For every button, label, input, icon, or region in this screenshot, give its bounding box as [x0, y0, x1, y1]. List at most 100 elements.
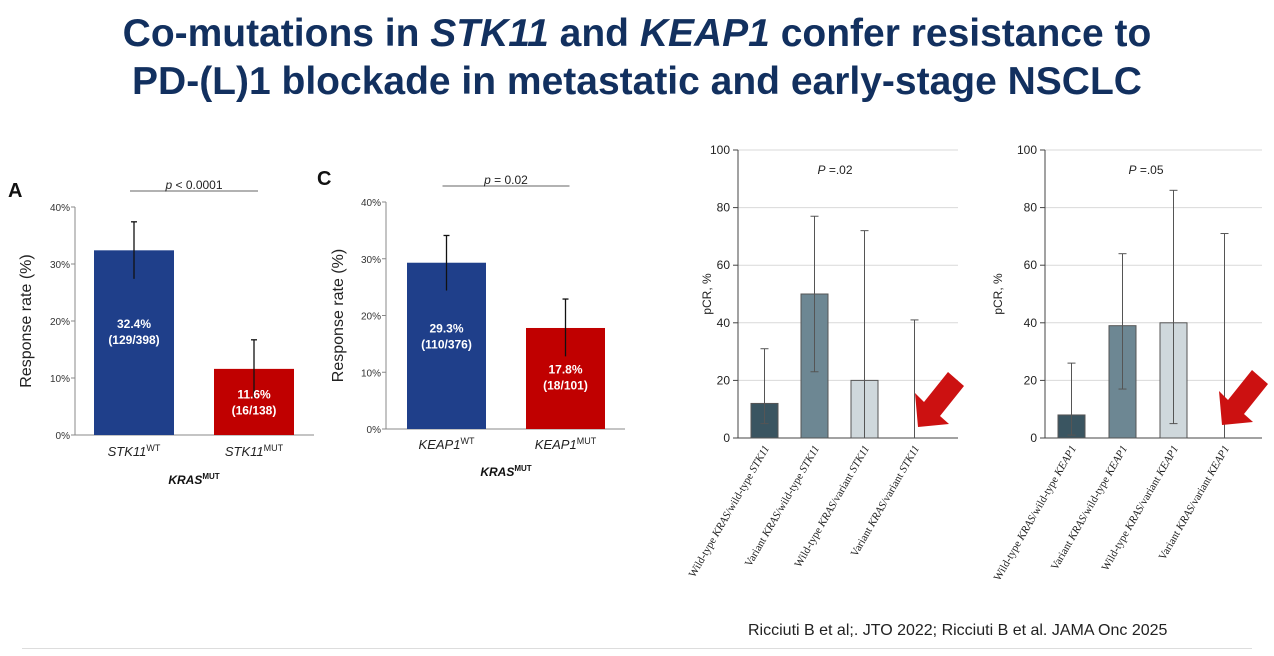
- gene-name: KEAP1: [535, 437, 577, 452]
- y-tick-label: 60: [717, 258, 731, 272]
- title-gene-keap1: KEAP1: [639, 12, 770, 55]
- x-axis-label-base: KRAS: [480, 465, 514, 479]
- p-symbol: p: [483, 173, 491, 187]
- gene-status-superscript: MUT: [264, 443, 284, 453]
- label-gene: STK11: [797, 444, 822, 475]
- y-tick-label: 0%: [56, 431, 71, 442]
- label-gene: STK11: [847, 444, 872, 475]
- x-tick-label: Wild-type KRAS/wild-type KEAP1: [992, 444, 1079, 584]
- x-axis-label: KRASMUT: [168, 472, 219, 487]
- label-gene: KEAP1: [1103, 444, 1130, 479]
- bar-wt: [94, 250, 174, 435]
- label-part: /variant: [1187, 472, 1216, 509]
- label-part: /variant: [1136, 472, 1165, 509]
- label-part: Variant: [849, 523, 877, 559]
- title-line-1: Co-mutations in STK11 and KEAP1 confer r…: [0, 10, 1274, 58]
- x-axis-label: KRASMUT: [480, 464, 531, 479]
- bar-count-label: (16/138): [232, 404, 277, 418]
- gene-name: KEAP1: [419, 437, 461, 452]
- slide-title: Co-mutations in STK11 and KEAP1 confer r…: [0, 10, 1274, 106]
- title-text: confer resistance to: [769, 12, 1152, 55]
- y-tick-label: 10%: [361, 368, 381, 379]
- title-gene-stk11: STK11: [430, 12, 549, 55]
- gene-status-superscript: WT: [146, 443, 160, 453]
- p-symbol: P: [1128, 163, 1136, 177]
- y-axis-label: pCR, %: [700, 273, 714, 315]
- y-tick-label: 80: [1024, 201, 1038, 215]
- y-tick-label: 20: [717, 373, 731, 387]
- x-tick-label: STK11WT: [108, 443, 161, 459]
- panel-a: A 0% 10% 20% 30% 40% Response rate (%) 32.4% (12…: [8, 178, 314, 487]
- label-part: /wild-type: [1028, 472, 1062, 520]
- y-tick-label: 20%: [50, 317, 70, 328]
- footer-divider: [22, 648, 1252, 649]
- title-text: and: [548, 12, 640, 55]
- y-tick-label: 40: [717, 316, 731, 330]
- x-axis-label-superscript: MUT: [202, 472, 219, 481]
- y-axis-label: Response rate (%): [18, 254, 35, 387]
- p-symbol: P: [817, 163, 825, 177]
- panel-c: C 0% 10% 20% 30% 40% Response rate (%) 29.3% (11…: [317, 168, 625, 479]
- y-tick-label: 20: [1024, 373, 1038, 387]
- label-part: Variant: [1049, 536, 1077, 572]
- label-gene: STK11: [897, 444, 922, 475]
- label-gene: KEAP1: [1205, 444, 1232, 479]
- panel-keap1-pcr: 0 20 40 60 80 100 pCR, % P =.05 Wild-type KRAS/w…: [991, 143, 1268, 583]
- label-part: /variant: [829, 469, 858, 506]
- y-tick-label: 100: [1017, 143, 1037, 157]
- y-axis-label: Response rate (%): [330, 249, 347, 382]
- y-tick-label: 10%: [50, 374, 70, 385]
- x-tick-label: KEAP1WT: [419, 436, 475, 452]
- y-tick-label: 0: [723, 431, 730, 445]
- p-value: P =.02: [817, 163, 852, 177]
- bar-percent-label: 29.3%: [429, 322, 463, 336]
- panel-stk11-pcr: 0 20 40 60 80 100 pCR, % P =.02 Wild-type KRAS/w…: [687, 143, 964, 580]
- label-gene: KEAP1: [1154, 444, 1181, 479]
- x-axis-label-base: KRAS: [168, 473, 202, 487]
- gene-status-superscript: WT: [460, 436, 474, 446]
- panel-letter: C: [317, 168, 331, 190]
- gene-name: STK11: [108, 444, 147, 459]
- title-line-2: PD-(L)1 blockade in metastatic and early…: [132, 60, 1142, 103]
- p-value: p = 0.02: [483, 173, 528, 187]
- y-tick-label: 30%: [50, 260, 70, 271]
- title-text: Co-mutations in: [122, 12, 431, 55]
- p-symbol: p: [164, 178, 172, 192]
- red-arrow-icon: [1219, 370, 1268, 425]
- p-value-text: =.05: [1136, 163, 1163, 177]
- bar-count-label: (129/398): [108, 333, 159, 347]
- y-tick-label: 30%: [361, 255, 381, 266]
- x-axis-label-superscript: MUT: [514, 464, 531, 473]
- bar-count-label: (18/101): [543, 378, 588, 392]
- y-tick-label: 80: [717, 201, 731, 215]
- y-tick-label: 40%: [361, 198, 381, 209]
- label-part: /wild-type: [773, 469, 807, 517]
- gene-status-superscript: MUT: [577, 436, 597, 446]
- p-value: P =.05: [1128, 163, 1163, 177]
- y-tick-label: 0%: [367, 425, 382, 436]
- y-tick-label: 100: [710, 143, 730, 157]
- bar-percent-label: 11.6%: [237, 388, 271, 402]
- label-part: /variant: [879, 469, 908, 506]
- p-value: p < 0.0001: [164, 178, 222, 192]
- y-tick-label: 40%: [50, 203, 70, 214]
- p-value-text: = 0.02: [491, 173, 528, 187]
- y-tick-label: 20%: [361, 312, 381, 323]
- y-tick-label: 0: [1030, 431, 1037, 445]
- x-tick-label: Wild-type KRAS/wild-type STK11: [687, 444, 773, 580]
- p-value-text: =.02: [825, 163, 852, 177]
- red-arrow-icon: [915, 372, 964, 427]
- label-part: /wild-type: [1079, 472, 1113, 520]
- gene-name: STK11: [225, 444, 264, 459]
- label-gene: KEAP1: [1052, 444, 1079, 479]
- label-part: Wild-type: [687, 533, 721, 580]
- y-tick-label: 40: [1024, 316, 1038, 330]
- label-part: Wild-type: [1099, 526, 1133, 573]
- panel-letter: A: [8, 180, 22, 202]
- p-value-text: < 0.0001: [172, 178, 223, 192]
- label-part: Variant: [743, 533, 771, 569]
- label-part: Wild-type: [792, 523, 826, 570]
- x-tick-label: STK11MUT: [225, 443, 284, 459]
- label-part: Wild-type: [992, 536, 1026, 583]
